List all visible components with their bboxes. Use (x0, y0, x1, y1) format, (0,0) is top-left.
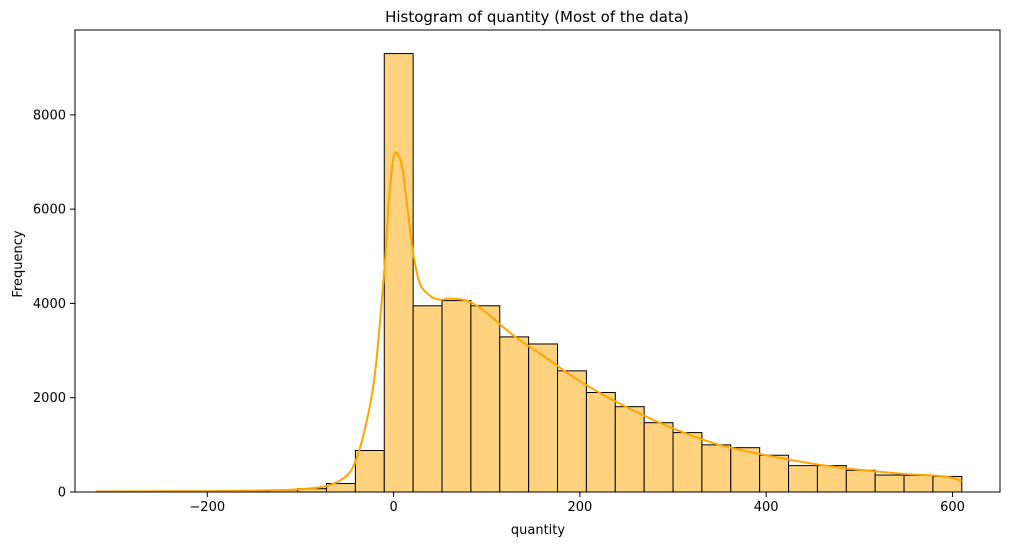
y-axis-label: Frequency (11, 230, 26, 297)
histogram-bar-12 (441, 300, 472, 493)
y-tick-label: 8000 (33, 108, 66, 123)
histogram-bar-10 (383, 53, 414, 493)
histogram-bar-16 (557, 370, 587, 493)
y-axis-ticks: 0 2000 4000 6000 8000 (33, 108, 75, 501)
x-axis-label: quantity (511, 523, 566, 538)
histogram-bar-23 (759, 454, 790, 493)
histogram-bar-19 (643, 422, 674, 493)
histogram-bar-26 (845, 469, 876, 493)
x-tick-label: 600 (940, 500, 965, 515)
y-tick-label: 6000 (33, 203, 66, 218)
histogram-bar-25 (816, 465, 847, 493)
histogram-bar-22 (730, 447, 761, 493)
histogram-bar-18 (614, 406, 645, 493)
histogram-bar-17 (585, 392, 616, 493)
histogram-bar-27 (874, 474, 905, 493)
histogram-bars (123, 53, 963, 493)
y-tick-label: 4000 (33, 297, 66, 312)
x-tick-label: 200 (567, 500, 592, 515)
histogram-bar-28 (903, 475, 934, 493)
x-tick-label: 400 (754, 500, 779, 515)
histogram-bar-11 (412, 305, 443, 493)
chart-title: Histogram of quantity (Most of the data) (385, 8, 689, 26)
x-tick-label: 0 (389, 500, 397, 515)
x-tick-label: −200 (189, 500, 225, 515)
plot-frame (74, 29, 1001, 493)
y-tick-label: 2000 (33, 391, 66, 406)
histogram-bar-13 (470, 305, 501, 493)
histogram-bar-21 (701, 444, 732, 493)
histogram-bar-14 (499, 336, 530, 493)
histogram-bar-15 (528, 343, 559, 493)
histogram-bar-20 (672, 432, 703, 493)
x-axis-ticks: −200 0 200 400 600 (189, 492, 965, 515)
y-tick-label: 0 (58, 486, 66, 501)
kde-curve (95, 151, 963, 493)
histogram-bar-9 (354, 450, 385, 493)
histogram-bar-24 (788, 465, 818, 493)
